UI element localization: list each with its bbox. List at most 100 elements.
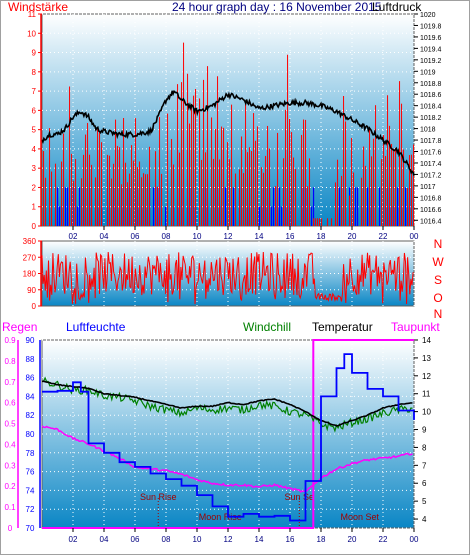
direction-tick-label: 270 <box>23 253 37 262</box>
pressure-tick-label: 1017.8 <box>420 138 442 145</box>
humidity-temperature-axes: 00.10.20.30.40.50.60.70.80.9707274767880… <box>4 336 431 533</box>
graph-title: 24 hour graph day : 16 November 2015 <box>172 0 382 14</box>
temperatur-series-line <box>41 380 413 427</box>
wind-x-label: 20 <box>348 232 357 241</box>
regen-tick-label: 0.3 <box>4 461 16 470</box>
wind-axis: 0 1 2 3 4 5 6 7 8 9 10 11 <box>27 10 42 231</box>
wind-x-label: 12 <box>224 232 233 241</box>
direction-tick-label: 0 <box>32 302 37 311</box>
wind-tick-label: 2 <box>32 183 37 192</box>
wind-direction-series <box>41 251 414 305</box>
wind-x-label: 02 <box>69 232 78 241</box>
regen-tick-label: 0.6 <box>4 399 16 408</box>
humidity-temperature-series <box>41 339 415 529</box>
humidity-x-label: 02 <box>69 535 78 544</box>
humidity-x-label: 04 <box>100 535 109 544</box>
temperature-tick-label: 8 <box>422 443 427 452</box>
luftfeuchte-tick-label: 82 <box>26 411 35 420</box>
humidity-x-label: 22 <box>379 535 388 544</box>
humidity-time-axis: 02 04 06 08 10 12 14 16 18 20 22 00 <box>69 528 419 544</box>
luftfeuchte-tick-label: 78 <box>26 449 35 458</box>
wind-tick-label: 6 <box>32 106 37 115</box>
pressure-tick-label: 1020 <box>420 12 436 19</box>
compass-label: N <box>434 237 443 251</box>
luftfeuchte-tick-label: 76 <box>26 468 35 477</box>
luftfeuchte-tick-label: 88 <box>26 355 35 364</box>
wind-x-label: 08 <box>162 232 171 241</box>
wind-tick-label: 1 <box>32 203 37 212</box>
pressure-series-line <box>41 89 415 176</box>
astronomy-label: Moon Rise <box>199 512 242 522</box>
astronomy-label: Sun Se <box>285 492 315 502</box>
compass-label: O <box>433 291 442 305</box>
temperature-tick-label: 7 <box>422 461 427 470</box>
pressure-tick-label: 1019.4 <box>420 46 442 53</box>
pressure-tick-label: 1017 <box>420 184 436 191</box>
humidity-temperature-grid <box>42 339 415 529</box>
luftfeuchte-series-line <box>42 353 415 522</box>
luftfeuchte-tick-label: 90 <box>26 336 35 345</box>
wind-tick-label: 9 <box>32 49 37 58</box>
wind-x-label: 22 <box>379 232 388 241</box>
pressure-tick-label: 1019.8 <box>420 23 442 30</box>
temperature-tick-label: 10 <box>422 408 431 417</box>
temperature-tick-label: 5 <box>422 497 427 506</box>
wind-time-axis: 02 04 06 08 10 12 14 16 18 20 22 00 <box>69 226 419 241</box>
direction-tick-label: 90 <box>27 286 36 295</box>
luftfeuchte-tick-label: 74 <box>26 486 35 495</box>
luftfeuchte-tick-label: 84 <box>26 392 35 401</box>
luftfeuchte-label: Luftfeuchte <box>66 320 126 334</box>
taupunkt-label: Taupunkt <box>391 320 440 334</box>
temperature-tick-label: 4 <box>422 515 427 524</box>
regen-tick-label: 0.1 <box>4 503 16 512</box>
compass-label: N <box>434 307 443 321</box>
temperature-tick-label: 14 <box>422 336 431 345</box>
pressure-tick-label: 1018.4 <box>420 104 442 111</box>
humidity-x-label: 00 <box>410 535 419 544</box>
wind-tick-label: 8 <box>32 68 37 77</box>
wind-tick-label: 5 <box>32 126 37 135</box>
wind-x-label: 18 <box>317 232 326 241</box>
wind-x-label: 00 <box>410 232 419 241</box>
pressure-tick-label: 1016.4 <box>420 218 442 225</box>
wind-tick-label: 0 <box>32 222 37 231</box>
regen-tick-label: 0.8 <box>4 357 16 366</box>
wind-x-label: 16 <box>286 232 295 241</box>
regen-tick-label: 0.5 <box>4 420 16 429</box>
wind-x-label: 04 <box>100 232 109 241</box>
humidity-x-label: 08 <box>162 535 171 544</box>
humidity-x-label: 16 <box>286 535 295 544</box>
regen-label: Regen <box>2 320 37 334</box>
wind-tick-label: 7 <box>32 87 37 96</box>
humidity-x-label: 06 <box>131 535 140 544</box>
wind-tick-label: 3 <box>32 164 37 173</box>
humidity-x-label: 12 <box>224 535 233 544</box>
direction-tick-label: 180 <box>23 270 37 279</box>
regen-tick-label: 0.7 <box>4 378 16 387</box>
temperature-tick-label: 9 <box>422 426 427 435</box>
humidity-x-label: 20 <box>348 535 357 544</box>
pressure-axis: 1016.4 1016.6 1016.8 1017 1017.2 1017.4 1017.6… <box>414 12 442 225</box>
pressure-tick-label: 1019.2 <box>420 58 442 65</box>
wind-x-label: 14 <box>255 232 264 241</box>
temperature-tick-label: 11 <box>422 390 431 399</box>
luftfeuchte-tick-label: 72 <box>26 505 35 514</box>
wind-tick-label: 11 <box>28 10 37 19</box>
pressure-tick-label: 1018.8 <box>420 81 442 88</box>
pressure-tick-label: 1018.2 <box>420 115 442 122</box>
temperatur-label: Temperatur <box>312 320 373 334</box>
regen-series-line <box>42 339 414 529</box>
humidity-x-label: 10 <box>193 535 202 544</box>
wind-direction-line <box>41 251 414 305</box>
humidity-x-label: 14 <box>255 535 264 544</box>
temperature-tick-label: 6 <box>422 479 427 488</box>
wind-tick-label: 4 <box>32 145 37 154</box>
pressure-tick-label: 1019 <box>420 69 436 76</box>
pressure-tick-label: 1017.4 <box>420 161 442 168</box>
compass-label: S <box>434 273 442 287</box>
wind-bars <box>43 42 415 226</box>
luftdruck-label: Luftdruck <box>372 0 422 14</box>
pressure-tick-label: 1018.6 <box>420 92 442 99</box>
